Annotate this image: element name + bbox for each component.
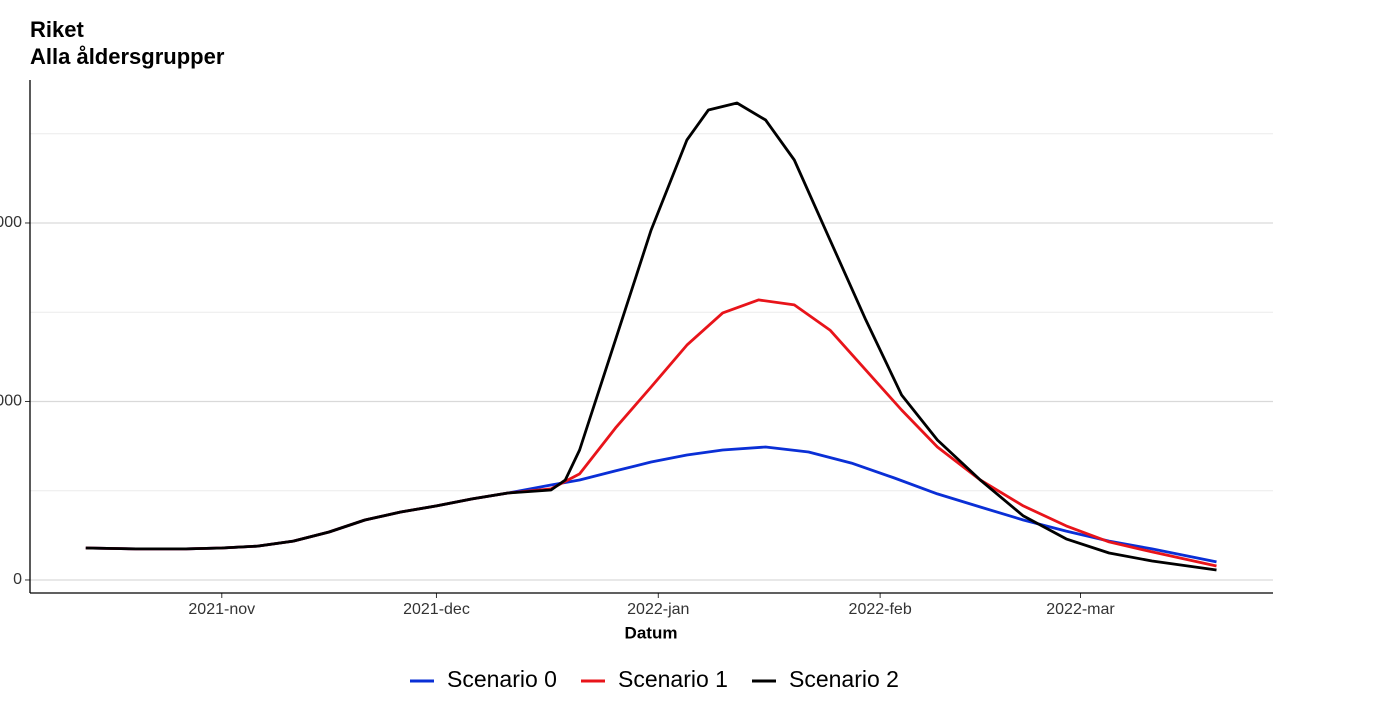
chart-subtitle: Alla åldersgrupper [30, 44, 225, 69]
x-tick-label: 2022-feb [849, 601, 912, 618]
x-tick-label: 2022-mar [1046, 601, 1115, 618]
series-line [85, 101, 1217, 572]
series-line [85, 445, 1217, 564]
y-tick-label: 000 [0, 214, 22, 231]
x-tick-label: 2021-dec [403, 601, 470, 618]
legend-label: Scenario 0 [447, 666, 557, 692]
x-axis-label: Datum [625, 623, 678, 642]
legend-label: Scenario 1 [618, 666, 728, 692]
x-tick-label: 2022-jan [627, 601, 689, 618]
y-tick-label: 000 [0, 393, 22, 410]
legend-label: Scenario 2 [789, 666, 899, 692]
x-tick-label: 2021-nov [188, 601, 255, 618]
y-tick-label: 0 [13, 571, 22, 588]
chart-title: Riket [30, 17, 84, 42]
